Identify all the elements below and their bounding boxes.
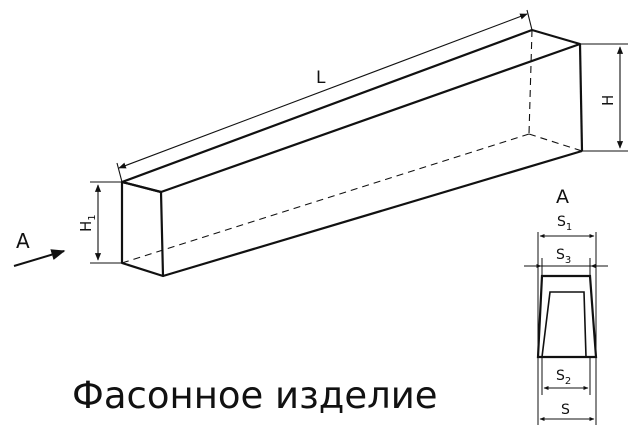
hidden-edges xyxy=(121,29,583,264)
label-view-arrow: A xyxy=(16,229,30,253)
label-length: L xyxy=(316,68,326,88)
section-inner-profile xyxy=(541,291,587,358)
beam-front-face xyxy=(120,180,165,278)
dimension-height-front xyxy=(90,181,122,264)
svg-text:H1: H1 xyxy=(77,214,98,232)
section-extension-lines xyxy=(537,232,597,425)
beam-body xyxy=(120,28,584,278)
label-s3: S3 xyxy=(556,247,571,266)
label-s1: S1 xyxy=(557,214,572,233)
dimension-length xyxy=(116,9,533,183)
beam-far-edge xyxy=(578,43,584,152)
label-height-end: H xyxy=(599,95,617,106)
label-section-title: A xyxy=(556,186,569,208)
label-height-front: H1 xyxy=(77,214,98,232)
section-view xyxy=(524,232,608,425)
beam-bottom-edge xyxy=(162,149,583,278)
view-arrow xyxy=(13,249,66,267)
beam-top-face xyxy=(120,28,582,194)
dimension-height-end xyxy=(580,43,628,152)
diagram-caption: Фасонное изделие xyxy=(72,374,438,417)
label-s2: S2 xyxy=(556,368,571,387)
label-s: S xyxy=(561,402,570,418)
